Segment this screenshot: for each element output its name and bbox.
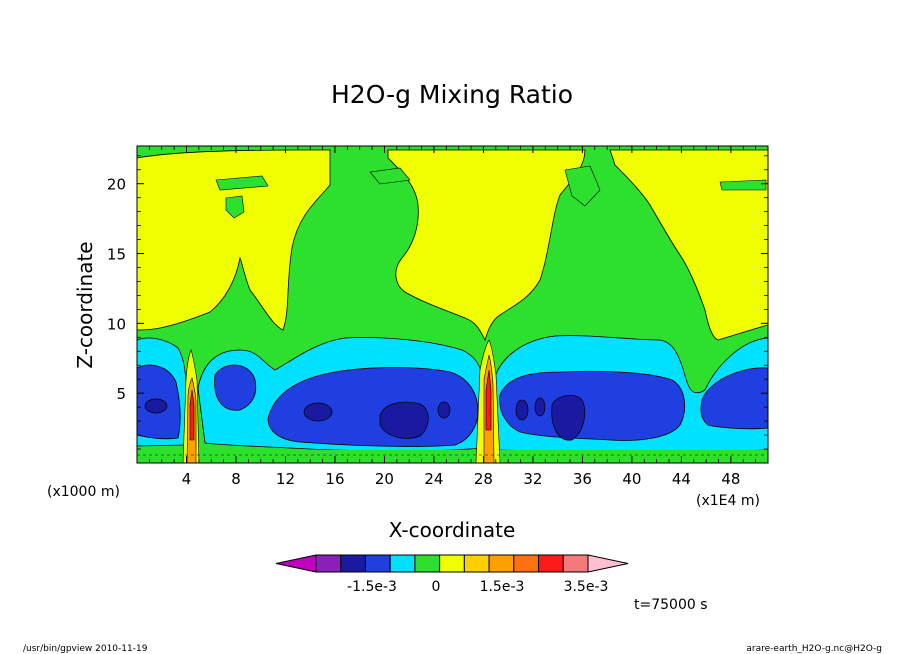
colorbar-cell — [389, 554, 416, 573]
contour-blue-center — [214, 364, 257, 411]
contour-green-island-1 — [225, 195, 245, 219]
contour-green-island-3 — [564, 165, 601, 207]
y-tick-label: 10 — [107, 315, 126, 333]
x-unit-left: (x1000 m) — [47, 484, 120, 500]
contour-green-island-2 — [215, 175, 269, 191]
y-tick-label: 5 — [116, 385, 126, 403]
colorbar-cell — [414, 554, 441, 573]
x-tick-label: 32 — [523, 470, 542, 488]
x-tick-label: 40 — [622, 470, 641, 488]
contour-green-island-5 — [369, 167, 411, 185]
contour-darkblue-core-2 — [303, 402, 333, 422]
x-tick-label: 28 — [474, 470, 493, 488]
contour-darkblue-core-5 — [515, 399, 529, 421]
contour-darkblue-core-7 — [551, 395, 586, 441]
contour-field — [137, 146, 768, 463]
contour-blue-right — [499, 370, 686, 441]
plot-frame — [136, 145, 769, 464]
x-tick-label: 16 — [325, 470, 344, 488]
time-label: t=75000 s — [634, 597, 708, 613]
plume-left-red — [189, 389, 195, 441]
colorbar-max-arrow — [587, 554, 629, 573]
x-tick-label: 48 — [721, 470, 740, 488]
colorbar-label: 3.5e-3 — [564, 579, 609, 595]
x-tick-label: 8 — [231, 470, 241, 488]
colorbar-cell — [463, 554, 490, 573]
colorbar-cell — [513, 554, 540, 573]
y-axis-label: Z-coordinate — [73, 241, 97, 368]
colorbar-cell — [488, 554, 515, 573]
contour-green-bottom — [137, 450, 768, 463]
contour-yellow-upper-center — [387, 149, 586, 342]
chart-title: H2O-g Mixing Ratio — [331, 80, 573, 109]
colorbar-cell — [364, 554, 391, 573]
contour-yellow-upper-right — [609, 149, 768, 341]
colorbar-cell — [340, 554, 366, 573]
colorbar-cell — [315, 554, 342, 573]
colorbar-cell — [562, 554, 589, 573]
colorbar: -1.5e-3 0 1.5e-3 3.5e-3 — [275, 554, 629, 595]
colorbar-label: 1.5e-3 — [480, 579, 525, 595]
x-tick-label: 44 — [672, 470, 691, 488]
contour-darkblue-core-3 — [379, 401, 429, 439]
colorbar-min-arrow — [275, 554, 317, 573]
x-unit-right: (x1E4 m) — [696, 493, 760, 509]
x-tick-label: 20 — [375, 470, 394, 488]
colorbar-cell — [439, 554, 465, 573]
footer-left: /usr/bin/gpview 2010-11-19 — [23, 644, 148, 654]
contour-blue-far-right — [700, 367, 768, 430]
contour-darkblue-core-4 — [437, 401, 451, 419]
x-tick-label: 12 — [276, 470, 295, 488]
y-tick-label: 15 — [107, 246, 126, 264]
x-axis-label: X-coordinate — [389, 518, 516, 542]
footer-right: arare-earth_H2O-g.nc@H2O-g — [746, 644, 882, 654]
x-tick-label: 24 — [424, 470, 443, 488]
contour-darkblue-core-6 — [534, 397, 546, 417]
x-tick-label: 4 — [182, 470, 192, 488]
x-axis: 4 8 12 16 20 24 28 32 36 40 44 48 — [148, 146, 757, 488]
colorbar-label: -1.5e-3 — [347, 579, 397, 595]
contour-darkblue-core-1 — [144, 398, 168, 414]
x-tick-label: 36 — [573, 470, 592, 488]
contour-green-island-4 — [719, 179, 767, 191]
plume-center-red — [485, 369, 492, 431]
colorbar-cell — [538, 554, 564, 573]
colorbar-label: 0 — [432, 579, 441, 595]
y-axis: 5 10 15 20 — [107, 155, 768, 450]
y-tick-label: 20 — [107, 176, 126, 194]
